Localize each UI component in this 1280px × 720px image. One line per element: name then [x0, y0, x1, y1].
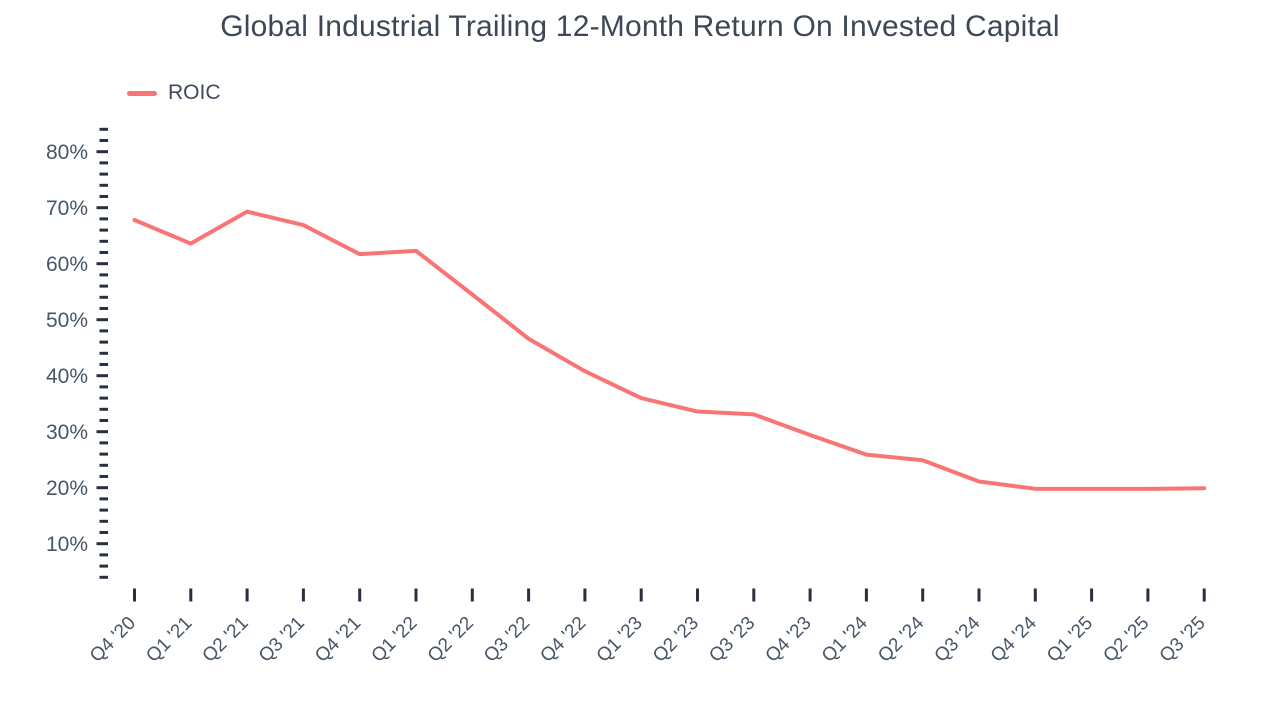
x-tick-label: Q1 '25: [1043, 613, 1097, 667]
x-tick-label: Q4 '20: [86, 613, 140, 667]
x-tick-label: Q3 '24: [931, 612, 985, 666]
y-tick-label: 20%: [46, 477, 88, 500]
legend-swatch-roic: [127, 90, 157, 96]
x-tick-label: Q3 '25: [1156, 613, 1210, 667]
x-tick-label: Q1 '24: [818, 612, 872, 666]
y-tick-label: 70%: [46, 197, 88, 220]
x-tick-label: Q2 '22: [424, 613, 478, 667]
roic-series-line: [132, 209, 1207, 491]
x-tick-label: Q4 '23: [762, 613, 816, 667]
chart-title: Global Industrial Trailing 12-Month Retu…: [220, 10, 1060, 43]
x-tick-label: Q1 '21: [142, 613, 196, 667]
x-tick-label: Q4 '21: [311, 613, 365, 667]
x-tick-label: Q2 '23: [649, 613, 703, 667]
legend: ROIC: [127, 81, 221, 105]
x-tick-label: Q2 '24: [874, 612, 928, 666]
y-tick-label: 50%: [46, 309, 88, 332]
y-tick-label: 30%: [46, 421, 88, 444]
x-tick-label: Q1 '22: [368, 613, 422, 667]
x-tick-label: Q3 '23: [705, 613, 759, 667]
x-tick-label: Q3 '22: [480, 613, 534, 667]
x-tick-label: Q1 '23: [593, 613, 647, 667]
y-tick-label: 80%: [46, 141, 88, 164]
x-tick-label: Q3 '21: [255, 613, 309, 667]
legend-item-roic[interactable]: ROIC: [127, 81, 221, 105]
x-tick-label: Q4 '22: [536, 613, 590, 667]
y-tick-label: 10%: [46, 533, 88, 556]
x-tick-label: Q2 '25: [1099, 613, 1153, 667]
y-tick-label: 60%: [46, 253, 88, 276]
x-tick-label: Q2 '21: [199, 613, 253, 667]
x-tick-label: Q4 '24: [987, 612, 1041, 666]
legend-label-roic: ROIC: [168, 81, 221, 104]
y-tick-label: 40%: [46, 365, 88, 388]
